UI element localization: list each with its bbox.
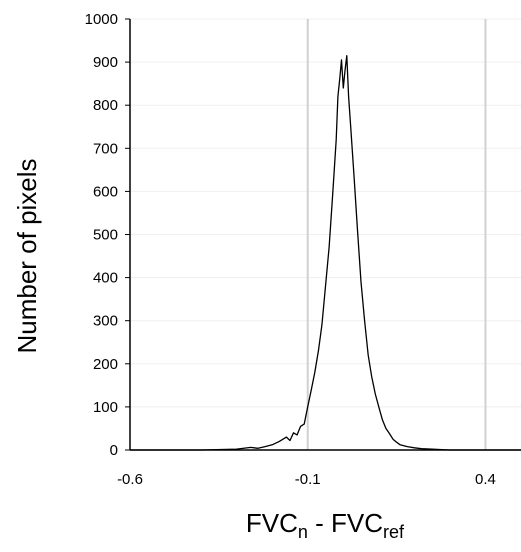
y-tick-label: 400 (93, 270, 118, 287)
y-tick-label: 600 (93, 183, 118, 200)
series-line (130, 54, 521, 451)
x-axis-title: FVCn - FVCref (246, 508, 405, 542)
x-tick-label: 0.4 (475, 471, 496, 488)
y-tick-label: 0 (110, 442, 118, 459)
x-tick-label: -0.1 (295, 471, 321, 488)
y-tick-label: 500 (93, 227, 118, 244)
y-tick-label: 200 (93, 356, 118, 373)
gridlines (130, 18, 521, 450)
x-axis-title-main: FVC (246, 508, 298, 538)
y-tick-label: 800 (93, 97, 118, 114)
y-tick-label: 900 (93, 54, 118, 71)
x-tick-labels: -0.6 -0.1 0.4 (117, 471, 496, 488)
series-group (130, 54, 521, 451)
y-tick-label: 700 (93, 140, 118, 157)
x-axis-title-middle: - FVC (308, 508, 383, 538)
x-axis-title-sub-ref: ref (383, 522, 405, 542)
y-tick-label: 1000 (85, 11, 118, 28)
x-axis-title-sub-n: n (298, 522, 308, 542)
y-tick-labels: 0 100 200 300 400 500 600 700 800 900 1000 (85, 11, 130, 459)
y-axis-title: Number of pixels (12, 158, 42, 353)
y-tick-label: 300 (93, 313, 118, 330)
x-tick-label: -0.6 (117, 471, 143, 488)
y-tick-label: 100 (93, 399, 118, 416)
